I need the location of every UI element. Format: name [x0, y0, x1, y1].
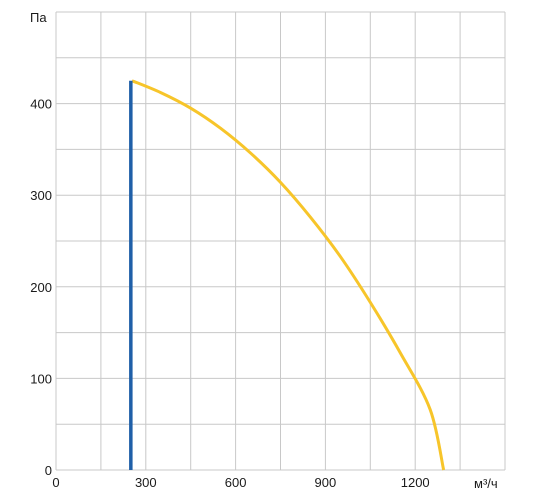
x-tick-label: 300 — [135, 475, 157, 490]
series-layer — [129, 79, 446, 471]
x-tick-label: 600 — [225, 475, 247, 490]
x-tick-label: 1200 — [401, 475, 430, 490]
tick-labels: 0 300 600 900 1200 0 100 200 300 400 — [30, 97, 429, 490]
y-tick-label: 200 — [30, 280, 52, 295]
y-tick-label: 0 — [45, 463, 52, 478]
y-tick-label: 400 — [30, 97, 52, 112]
x-tick-label: 0 — [52, 475, 59, 490]
x-axis-label: м³/ч — [474, 476, 498, 491]
x-tick-label: 900 — [315, 475, 337, 490]
y-axis-label: Па — [30, 10, 47, 25]
y-tick-label: 300 — [30, 188, 52, 203]
grid — [55, 11, 506, 471]
fan-curve-line — [131, 79, 446, 471]
y-tick-label: 100 — [30, 371, 52, 386]
